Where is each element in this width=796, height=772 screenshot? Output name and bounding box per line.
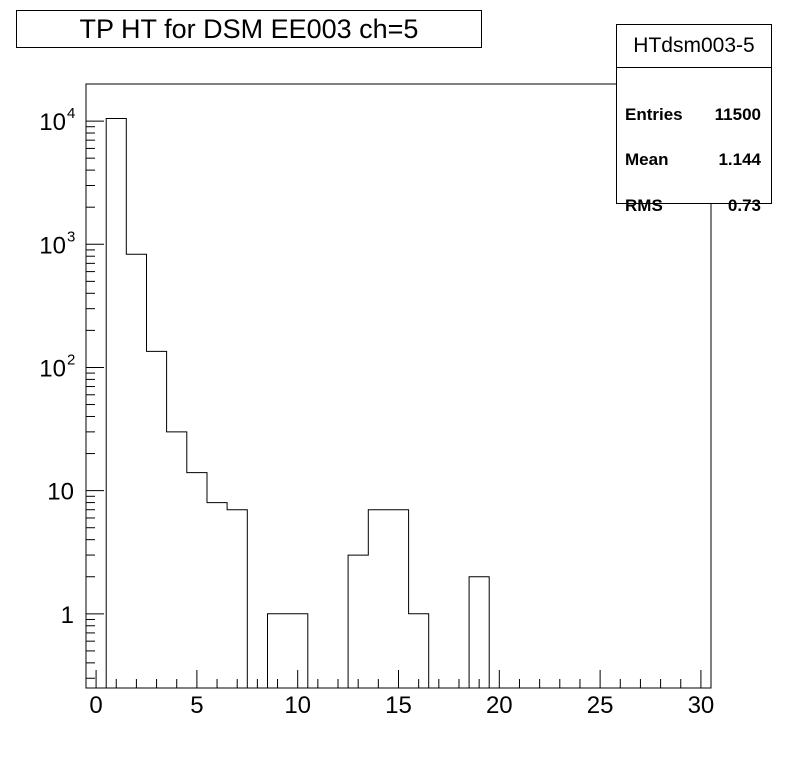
x-axis-ticks	[95, 670, 702, 688]
x-tick-label: 5	[190, 692, 203, 719]
x-axis-labels: 0 5 10 15 20 25 30	[89, 692, 714, 719]
stats-rms-label: RMS	[625, 196, 663, 215]
y-tick-label: 10	[47, 479, 74, 506]
x-tick-label: 25	[587, 692, 614, 719]
histogram-line	[105, 118, 490, 689]
stats-histogram-name: HTdsm003-5	[617, 25, 771, 68]
y-tick-exponent: 3	[67, 228, 75, 245]
y-tick-label: 10	[39, 232, 66, 259]
x-tick-label: 10	[284, 692, 311, 719]
stats-rms-row: RMS 0.73	[617, 196, 771, 216]
stats-box: HTdsm003-5 Entries 11500 Mean 1.144 RMS …	[616, 24, 772, 215]
stats-mean-value: 1.144	[718, 150, 761, 169]
x-tick-label: 30	[688, 692, 715, 719]
y-tick-label: 1	[61, 602, 74, 629]
stats-mean-row: Mean 1.144	[617, 150, 771, 170]
y-axis-ticks	[86, 83, 104, 679]
y-tick-label: 10	[39, 109, 66, 136]
stats-rms-value: 0.73	[727, 196, 761, 215]
y-tick-exponent: 2	[67, 351, 75, 368]
stats-mean-label: Mean	[625, 150, 669, 169]
y-tick-label: 10	[39, 355, 66, 382]
x-tick-label: 15	[385, 692, 412, 719]
x-tick-label: 0	[89, 692, 102, 719]
x-tick-label: 20	[486, 692, 513, 719]
stats-entries-value: 11500	[714, 105, 761, 124]
y-tick-exponent: 4	[67, 105, 75, 122]
stats-entries-label: Entries	[625, 105, 683, 124]
chart-title: TP HT for DSM EE003 ch=5	[16, 10, 482, 48]
stats-entries-row: Entries 11500	[617, 105, 771, 125]
